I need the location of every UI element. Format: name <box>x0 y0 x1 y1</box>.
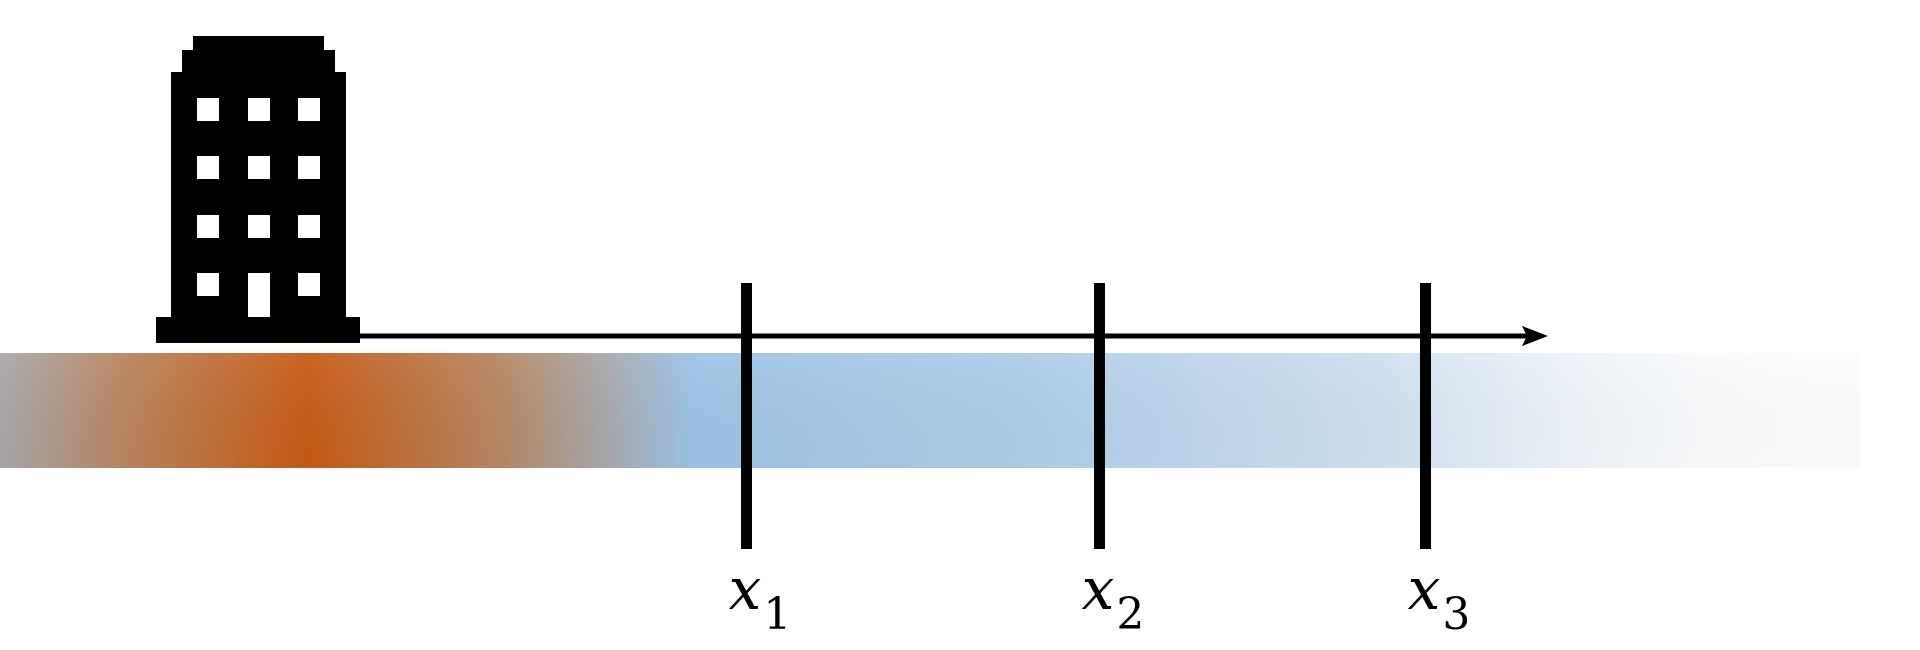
marker-x3-var: x <box>1407 555 1441 623</box>
marker-x3-sub: 3 <box>1442 589 1471 640</box>
marker-x1-line <box>741 283 752 549</box>
marker-x1-var: x <box>728 555 762 623</box>
arrow-right-icon <box>1522 326 1548 346</box>
marker-x1-label: x1 <box>700 560 820 637</box>
marker-x2-sub: 2 <box>1116 589 1145 640</box>
marker-x3-line <box>1420 283 1431 549</box>
distance-axis <box>340 326 1548 346</box>
marker-x3-label: x3 <box>1379 560 1499 637</box>
marker-x2-var: x <box>1081 555 1115 623</box>
office-building-icon <box>156 36 360 343</box>
marker-x2-line <box>1094 283 1105 549</box>
marker-x1-sub: 1 <box>763 589 792 640</box>
heat-gradient-band-sheen <box>0 353 1860 468</box>
marker-x2-label: x2 <box>1053 560 1173 637</box>
